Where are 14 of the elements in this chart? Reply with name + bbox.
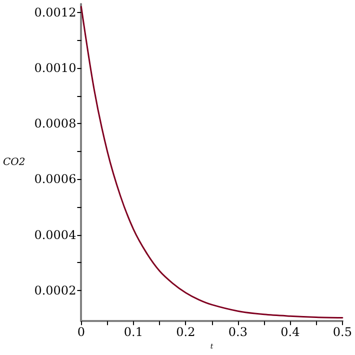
- x-tick-label: 0: [77, 325, 86, 340]
- y-tick-label: 0.0008: [34, 116, 76, 131]
- x-tick-label: 0.3: [228, 325, 248, 340]
- y-tick-label: 0.0004: [34, 228, 77, 242]
- x-tick-label: 0.1: [124, 325, 144, 340]
- y-tick-label: 0.0010: [34, 60, 76, 75]
- line-series: [80, 6, 344, 319]
- x-tick-label: 0.5: [332, 325, 352, 340]
- x-tick-label: 0.2: [176, 325, 196, 340]
- x-tick-label: 0.4: [280, 325, 300, 340]
- y-tick-label: 0.0006: [34, 172, 76, 186]
- y-tick-label: 0.0012: [34, 5, 76, 20]
- y-tick-label: 0.0002: [34, 284, 76, 298]
- y-axis-title: CO2: [2, 157, 26, 168]
